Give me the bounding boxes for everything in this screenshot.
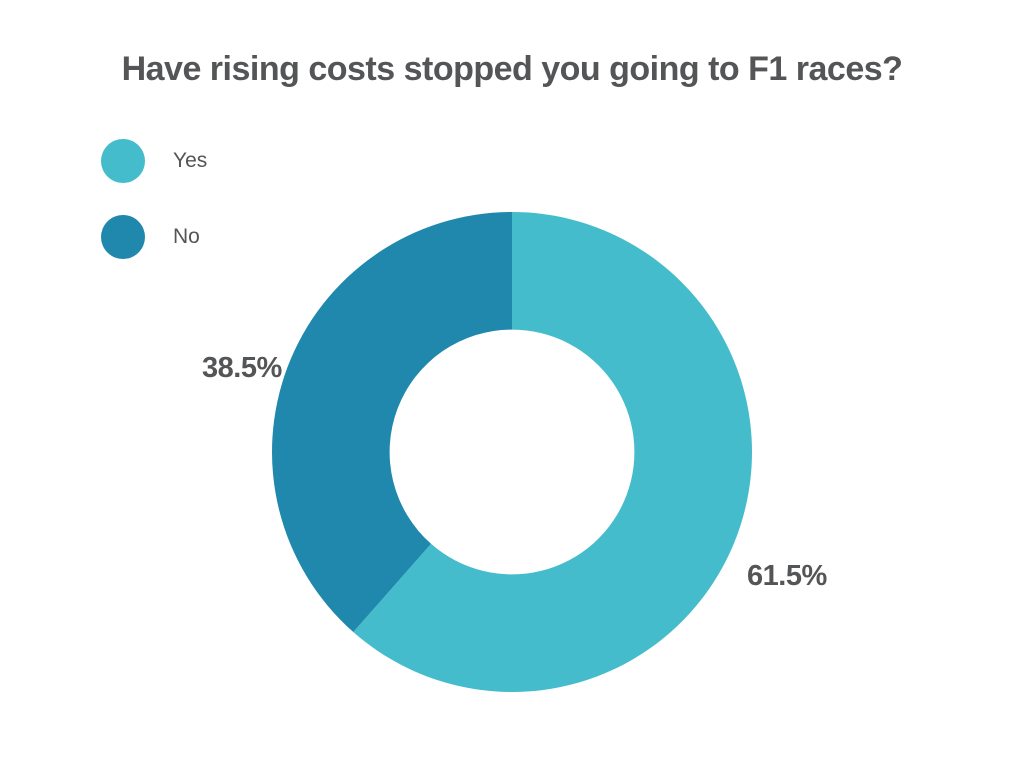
legend-label-yes: Yes <box>173 149 208 172</box>
legend-item-yes: Yes <box>101 139 207 183</box>
slice-label-yes: 61.5% <box>747 560 827 592</box>
donut-slice-yes <box>353 212 753 692</box>
legend-swatch-no-icon <box>101 215 145 259</box>
legend-label-no: No <box>173 225 200 248</box>
legend-item-no: No <box>101 215 207 259</box>
legend-swatch-yes-icon <box>101 139 145 183</box>
legend: Yes No <box>101 139 207 259</box>
donut-slice-no <box>272 212 512 633</box>
slice-label-no: 38.5% <box>202 352 282 384</box>
chart-title: Have rising costs stopped you going to F… <box>121 50 903 88</box>
